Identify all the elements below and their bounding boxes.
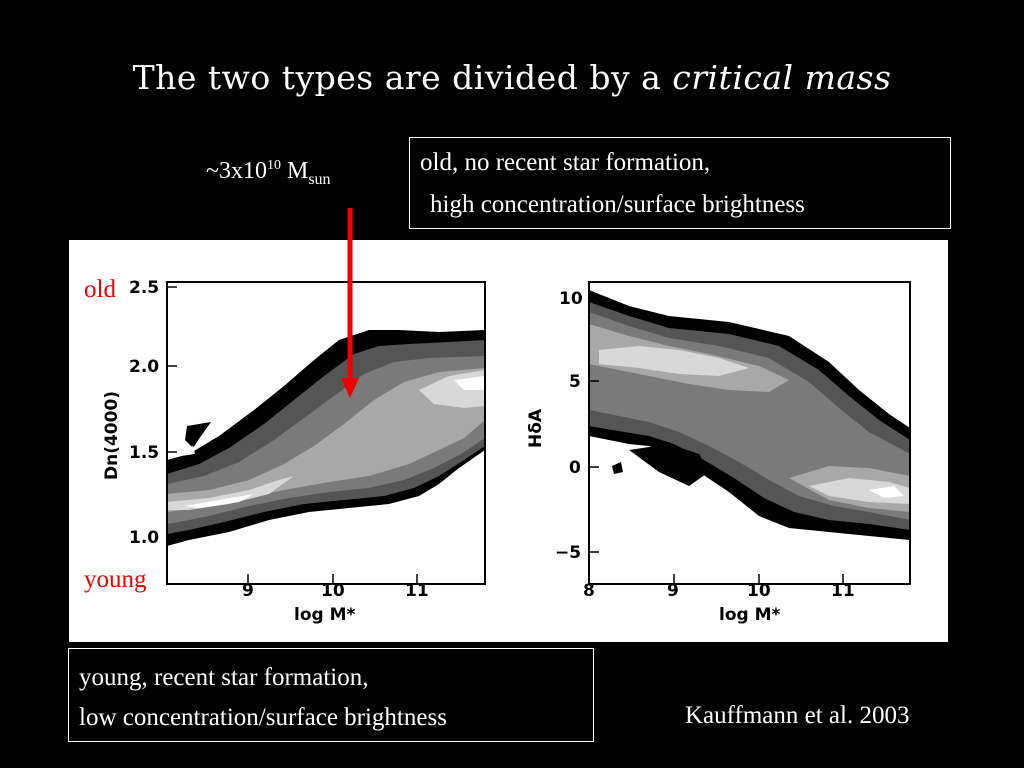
left-plot-frame <box>166 281 486 585</box>
figure-panel: 2.5 2.0 1.5 1.0 9 10 11 log M* Dn(4000) <box>69 240 948 642</box>
young-description-box: young, recent star formation, low concen… <box>68 648 594 742</box>
left-yaxis <box>167 286 177 538</box>
old-description-box: old, no recent star formation, high conc… <box>409 137 951 229</box>
left-contour-7 <box>184 494 254 508</box>
young-label: young <box>84 566 147 593</box>
figure-svg: 2.5 2.0 1.5 1.0 9 10 11 log M* Dn(4000) <box>102 278 911 625</box>
young-line-2: low concentration/surface brightness <box>79 704 447 731</box>
left-xtick-9: 9 <box>242 581 254 601</box>
right-contour-6 <box>599 346 749 376</box>
left-notch <box>179 446 195 456</box>
right-ytick-10: 10 <box>559 289 583 309</box>
title-plain: The two types are divided by a <box>132 58 673 97</box>
title-emphasis: critical mass <box>672 58 892 97</box>
left-blob <box>185 422 211 448</box>
left-contour-4 <box>167 368 485 512</box>
right-ylabel: HδA <box>526 408 546 448</box>
left-ytick-2.0: 2.0 <box>129 357 159 377</box>
old-label: old <box>84 276 116 303</box>
left-ytick-1.0: 1.0 <box>129 528 159 548</box>
left-ytick-1.5: 1.5 <box>129 443 159 463</box>
left-xaxis <box>247 574 418 584</box>
mass-prefix: ~3x10 <box>206 158 267 184</box>
right-blob-2 <box>612 462 623 474</box>
old-line-2: high concentration/surface brightness <box>430 191 805 218</box>
right-yaxis <box>589 297 599 553</box>
left-contour-8 <box>454 376 485 390</box>
right-ytick-5: 5 <box>569 372 581 392</box>
right-xtick-9: 9 <box>667 581 679 601</box>
mass-exponent: 10 <box>266 158 281 173</box>
left-contour-5 <box>167 476 294 510</box>
right-xaxis <box>673 574 844 584</box>
citation: Kauffmann et al. 2003 <box>685 702 910 729</box>
critical-mass-arrow <box>341 208 359 398</box>
right-ytick-0: 0 <box>569 458 581 478</box>
slide-title: The two types are divided by a critical … <box>0 58 1024 97</box>
left-ytick-2.5: 2.5 <box>129 278 159 298</box>
right-ytick-minus5: −5 <box>555 543 581 563</box>
right-xtick-10: 10 <box>747 581 771 601</box>
right-plot-frame <box>588 281 911 585</box>
right-xlabel: log M* <box>719 605 781 625</box>
mass-subscript: sun <box>308 170 331 188</box>
right-xtick-11: 11 <box>831 581 855 601</box>
right-blob-1 <box>629 444 709 486</box>
left-xtick-11: 11 <box>405 581 429 601</box>
right-contours <box>589 290 910 540</box>
left-xlabel: log M* <box>294 605 356 625</box>
mass-unit: M <box>280 158 309 184</box>
young-line-1: young, recent star formation, <box>79 664 369 691</box>
right-contour-8 <box>869 486 904 498</box>
left-xtick-10: 10 <box>321 581 345 601</box>
right-xtick-8: 8 <box>583 581 595 601</box>
old-line-1: old, no recent star formation, <box>420 149 711 176</box>
left-contours <box>167 330 485 546</box>
critical-mass-label: ~3x1010 Msun <box>206 158 331 189</box>
left-ylabel: Dn(4000) <box>102 391 122 480</box>
